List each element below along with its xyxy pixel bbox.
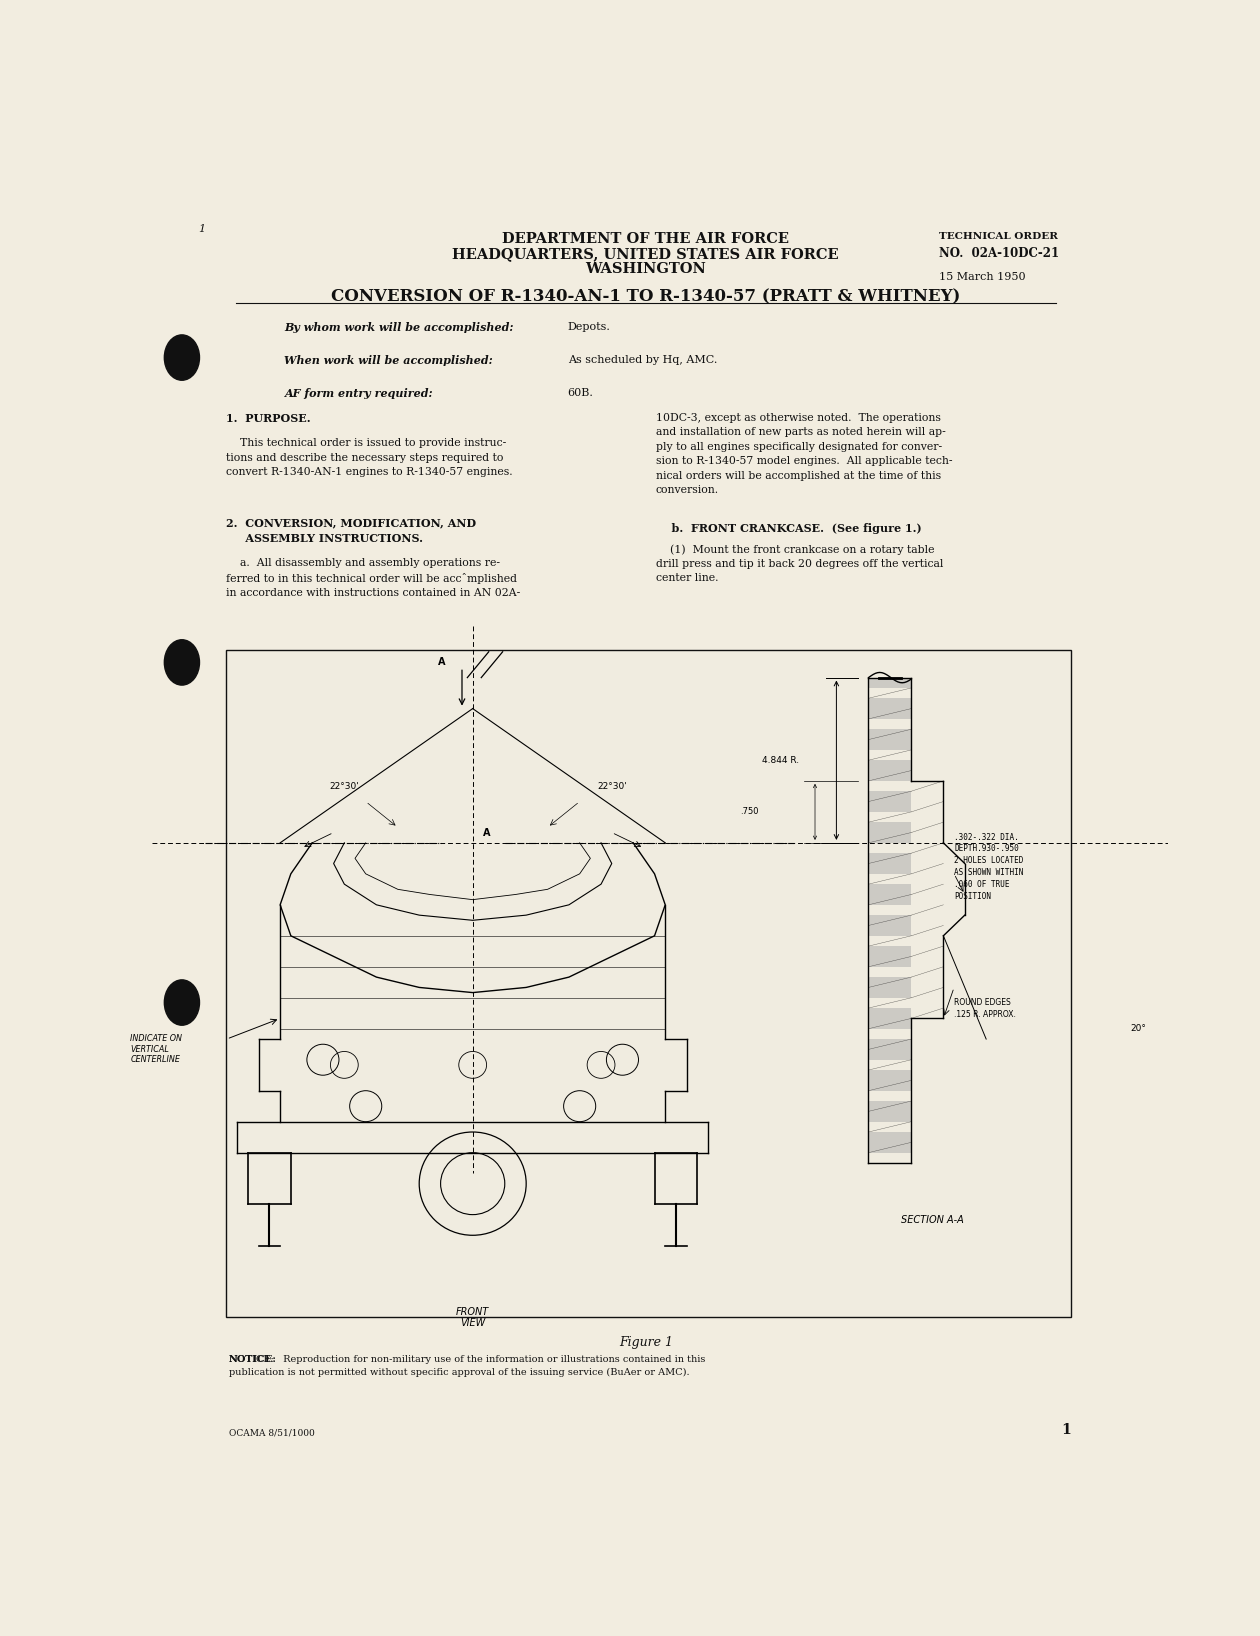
Text: 1: 1 [199,224,205,234]
Circle shape [164,335,199,380]
Text: TECHNICAL ORDER: TECHNICAL ORDER [939,232,1057,240]
Text: 1: 1 [1061,1423,1071,1436]
Text: NOTICE:   Reproduction for non-military use of the information or illustrations : NOTICE: Reproduction for non-military us… [229,1355,706,1378]
Text: 15 March 1950: 15 March 1950 [939,272,1026,281]
Text: b.  FRONT CRANKCASE.  (See figure 1.): b. FRONT CRANKCASE. (See figure 1.) [655,522,921,533]
Text: CONVERSION OF R-1340-AN-1 TO R-1340-57 (PRATT & WHITNEY): CONVERSION OF R-1340-AN-1 TO R-1340-57 (… [331,288,960,306]
Text: As scheduled by Hq, AMC.: As scheduled by Hq, AMC. [567,355,717,365]
Text: INDICATE ON
VERTICAL
CENTERLINE: INDICATE ON VERTICAL CENTERLINE [130,1034,183,1065]
Text: By whom work will be accomplished:: By whom work will be accomplished: [285,322,514,334]
Text: SECTION A-A: SECTION A-A [901,1214,964,1225]
Text: FRONT
VIEW: FRONT VIEW [456,1307,489,1328]
Text: 20°: 20° [1130,1024,1147,1034]
Text: ROUND EDGES
.125 R. APPROX.: ROUND EDGES .125 R. APPROX. [954,998,1016,1019]
Text: HEADQUARTERS, UNITED STATES AIR FORCE: HEADQUARTERS, UNITED STATES AIR FORCE [452,247,839,260]
Text: DEPARTMENT OF THE AIR FORCE: DEPARTMENT OF THE AIR FORCE [503,232,789,245]
Text: NO.  02A-10DC-21: NO. 02A-10DC-21 [939,247,1058,260]
Text: .750: .750 [740,807,759,816]
Text: Depots.: Depots. [567,322,611,332]
Text: .302-.322 DIA.
DEPTH.930-.950
2 HOLES LOCATED
AS SHOWN WITHIN
.060 OF TRUE
POSIT: .302-.322 DIA. DEPTH.930-.950 2 HOLES LO… [954,833,1023,900]
Text: 60B.: 60B. [567,388,593,398]
FancyBboxPatch shape [226,649,1071,1317]
Text: 2.  CONVERSION, MODIFICATION, AND: 2. CONVERSION, MODIFICATION, AND [226,517,476,528]
Text: 4.844 R.: 4.844 R. [761,756,799,764]
Text: OCAMA 8/51/1000: OCAMA 8/51/1000 [229,1428,315,1436]
Text: When work will be accomplished:: When work will be accomplished: [285,355,493,366]
Text: NOTICE:: NOTICE: [229,1355,277,1364]
Text: This technical order is issued to provide instruc-
tions and describe the necess: This technical order is issued to provid… [226,438,513,478]
Text: ASSEMBLY INSTRUCTIONS.: ASSEMBLY INSTRUCTIONS. [226,533,423,543]
Text: AF form entry required:: AF form entry required: [285,388,433,399]
Text: 22°30': 22°30' [597,782,626,792]
Text: A: A [484,828,491,838]
Text: a.  All disassembly and assembly operations re-
ferred to in this technical orde: a. All disassembly and assembly operatio… [226,558,520,599]
Text: A: A [438,658,446,667]
Circle shape [164,640,199,685]
Text: WASHINGTON: WASHINGTON [586,262,706,276]
Circle shape [164,980,199,1026]
Text: 1.  PURPOSE.: 1. PURPOSE. [226,412,310,424]
Text: 22°30': 22°30' [329,782,359,792]
Text: Figure 1: Figure 1 [619,1337,673,1350]
Text: (1)  Mount the front crankcase on a rotary table
drill press and tip it back 20 : (1) Mount the front crankcase on a rotar… [655,545,942,584]
Text: 10DC-3, except as otherwise noted.  The operations
and installation of new parts: 10DC-3, except as otherwise noted. The o… [655,412,953,496]
